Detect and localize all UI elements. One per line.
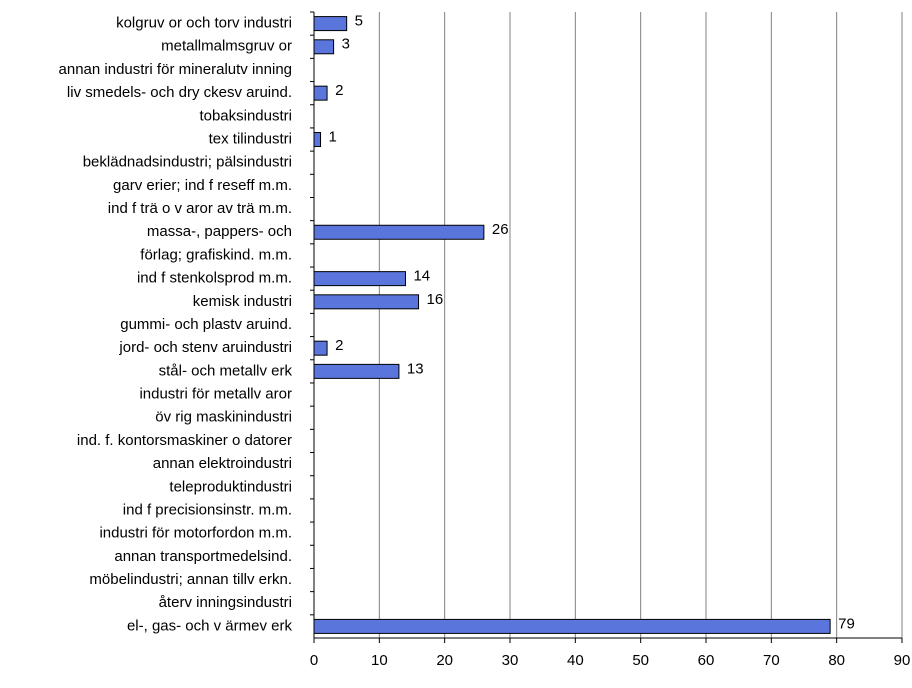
data-label: 5 [355,13,363,30]
y-tick-label: ind f precisionsinstr. m.m. [123,501,292,518]
y-tick-label: ind f stenkolsprod m.m. [137,270,292,287]
y-tick-label: industri för metallv aror [139,386,292,403]
bar [313,363,400,379]
y-tick-label: tobaksindustri [199,107,292,124]
x-tick-label: 80 [828,652,845,669]
y-tick-label: möbelindustri; annan tillv erkn. [89,571,292,588]
x-tick-label: 40 [567,652,584,669]
y-tick-label: ind. f. kontorsmaskiner o datorer [77,432,292,449]
x-tick-label: 50 [632,652,649,669]
y-tick-label: teleproduktindustri [169,478,292,495]
data-label: 13 [407,360,424,377]
y-tick-label: jord- och stenv aruindustri [118,339,292,356]
y-tick-label: gummi- och plastv aruind. [120,316,292,333]
bar [313,39,335,55]
data-label: 16 [427,291,444,308]
y-tick-label: garv erier; ind f reseff m.m. [113,177,292,194]
bar [313,340,328,356]
bar [313,132,322,148]
bar [313,85,328,101]
y-tick-label: massa-, pappers- och [147,223,292,240]
y-tick-label: metallmalmsgruv or [161,38,292,55]
x-tick-label: 0 [310,652,318,669]
y-tick-label: annan elektroindustri [153,455,292,472]
x-tick-label: 10 [371,652,388,669]
y-tick-label: annan transportmedelsind. [114,548,292,565]
data-label: 14 [413,268,430,285]
bar [313,16,348,32]
data-label: 3 [342,36,350,53]
data-label: 2 [335,337,343,354]
y-tick-label: kolgruv or och torv industri [116,15,292,32]
y-tick-label: ind f trä o v aror av trä m.m. [108,200,292,217]
y-tick-label: stål- och metallv erk [159,362,293,379]
bar [313,224,485,240]
y-tick-label: beklädnadsindustri; pälsindustri [83,154,292,171]
y-tick-label: el-, gas- och v ärmev erk [127,617,293,634]
y-tick-label: industri för motorfordon m.m. [99,525,292,542]
y-tick-label: öv rig maskinindustri [155,409,292,426]
y-tick-label: kemisk industri [193,293,292,310]
bar [313,271,406,287]
x-tick-label: 90 [894,652,911,669]
x-tick-label: 60 [698,652,715,669]
y-tick-label: återv inningsindustri [159,594,292,611]
y-tick-label: annan industri för mineralutv inning [59,61,292,78]
bar [313,294,420,310]
x-tick-label: 70 [763,652,780,669]
data-label: 26 [492,221,509,238]
y-tick-label: liv smedels- och dry ckesv aruind. [67,84,292,101]
x-tick-label: 30 [502,652,519,669]
x-tick-label: 20 [436,652,453,669]
data-label: 79 [838,615,855,632]
bar [313,618,831,634]
data-label: 1 [329,128,337,145]
y-tick-label: förlag; grafiskind. m.m. [140,246,292,263]
y-tick-label: tex tilindustri [209,130,292,147]
data-label: 2 [335,82,343,99]
